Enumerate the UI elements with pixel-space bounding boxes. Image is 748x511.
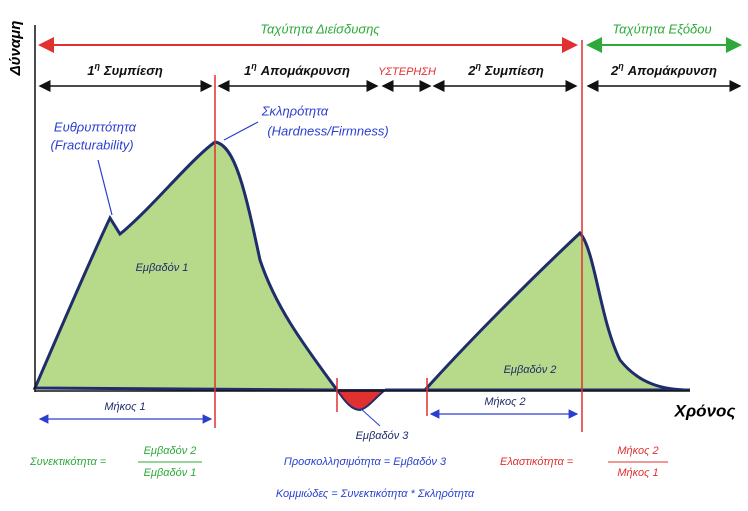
phase-label: ΥΣΤΕΡΗΣΗ (378, 66, 436, 78)
formula: Εμβαδόν 1 (144, 467, 197, 479)
phase-label: 2η Απομάκρυνση (610, 61, 717, 78)
length-label: Μήκος 1 (104, 401, 145, 413)
leader (97, 159, 113, 216)
phase-label: 2η Συμπίεση (467, 61, 544, 78)
phase-sup: η (618, 61, 624, 71)
annotation: (Fracturability) (50, 137, 133, 152)
area-label: Εμβαδόν 2 (504, 364, 557, 376)
phase-text: ΥΣΤΕΡΗΣΗ (378, 66, 436, 78)
phase-text: Συμπίεση (484, 63, 544, 78)
speed-label: Ταχύτητα Εξόδου (612, 21, 711, 36)
speed-label: Ταχύτητα Διείσδυσης (260, 21, 380, 36)
x-axis-label: Χρόνος (674, 401, 736, 420)
formula: Εμβαδόν 2 (144, 445, 197, 457)
annotation: Σκληρότητα (261, 103, 329, 118)
formula: Μήκος 2 (617, 445, 658, 457)
formula: Προσκολλησιμότητα = Εμβαδόν 3 (284, 456, 447, 468)
phase-num: 1 (87, 63, 94, 78)
formula: Συνεκτικότητα = (29, 456, 107, 468)
leader (359, 407, 381, 427)
area-label: Εμβαδόν 3 (356, 430, 410, 442)
phase-text: Συμπίεση (103, 63, 163, 78)
leader (223, 121, 259, 141)
area-3 (335, 389, 388, 412)
area-label: Εμβαδόν 1 (136, 262, 189, 274)
phase-text: Απομάκρυνση (260, 63, 350, 78)
annotation: (Hardness/Firmness) (267, 123, 388, 138)
phase-num: 1 (244, 63, 251, 78)
formula: Μήκος 1 (617, 467, 658, 479)
y-axis-label: Δύναμη (7, 21, 24, 77)
phase-num: 2 (467, 63, 476, 78)
formula: Κομμιώδες = Συνεκτικότητα * Σκληρότητα (276, 488, 475, 500)
annotation: Ευθρυπτότητα (54, 119, 137, 134)
phase-labels: 1η Συμπίεση 1η Απομάκρυνση ΥΣΤΕΡΗΣΗ 2η Συμπίεσ… (87, 61, 717, 78)
phase-sup: η (475, 61, 481, 71)
phase-sup: η (251, 61, 257, 71)
phase-label: 1η Απομάκρυνση (244, 61, 350, 78)
phase-sup: η (94, 61, 100, 71)
phase-text: Απομάκρυνση (627, 63, 717, 78)
phase-num: 2 (610, 63, 619, 78)
phase-label: 1η Συμπίεση (87, 61, 163, 78)
area-2 (421, 230, 691, 392)
formula: Ελαστικότητα = (500, 456, 574, 468)
length-label: Μήκος 2 (484, 396, 525, 408)
